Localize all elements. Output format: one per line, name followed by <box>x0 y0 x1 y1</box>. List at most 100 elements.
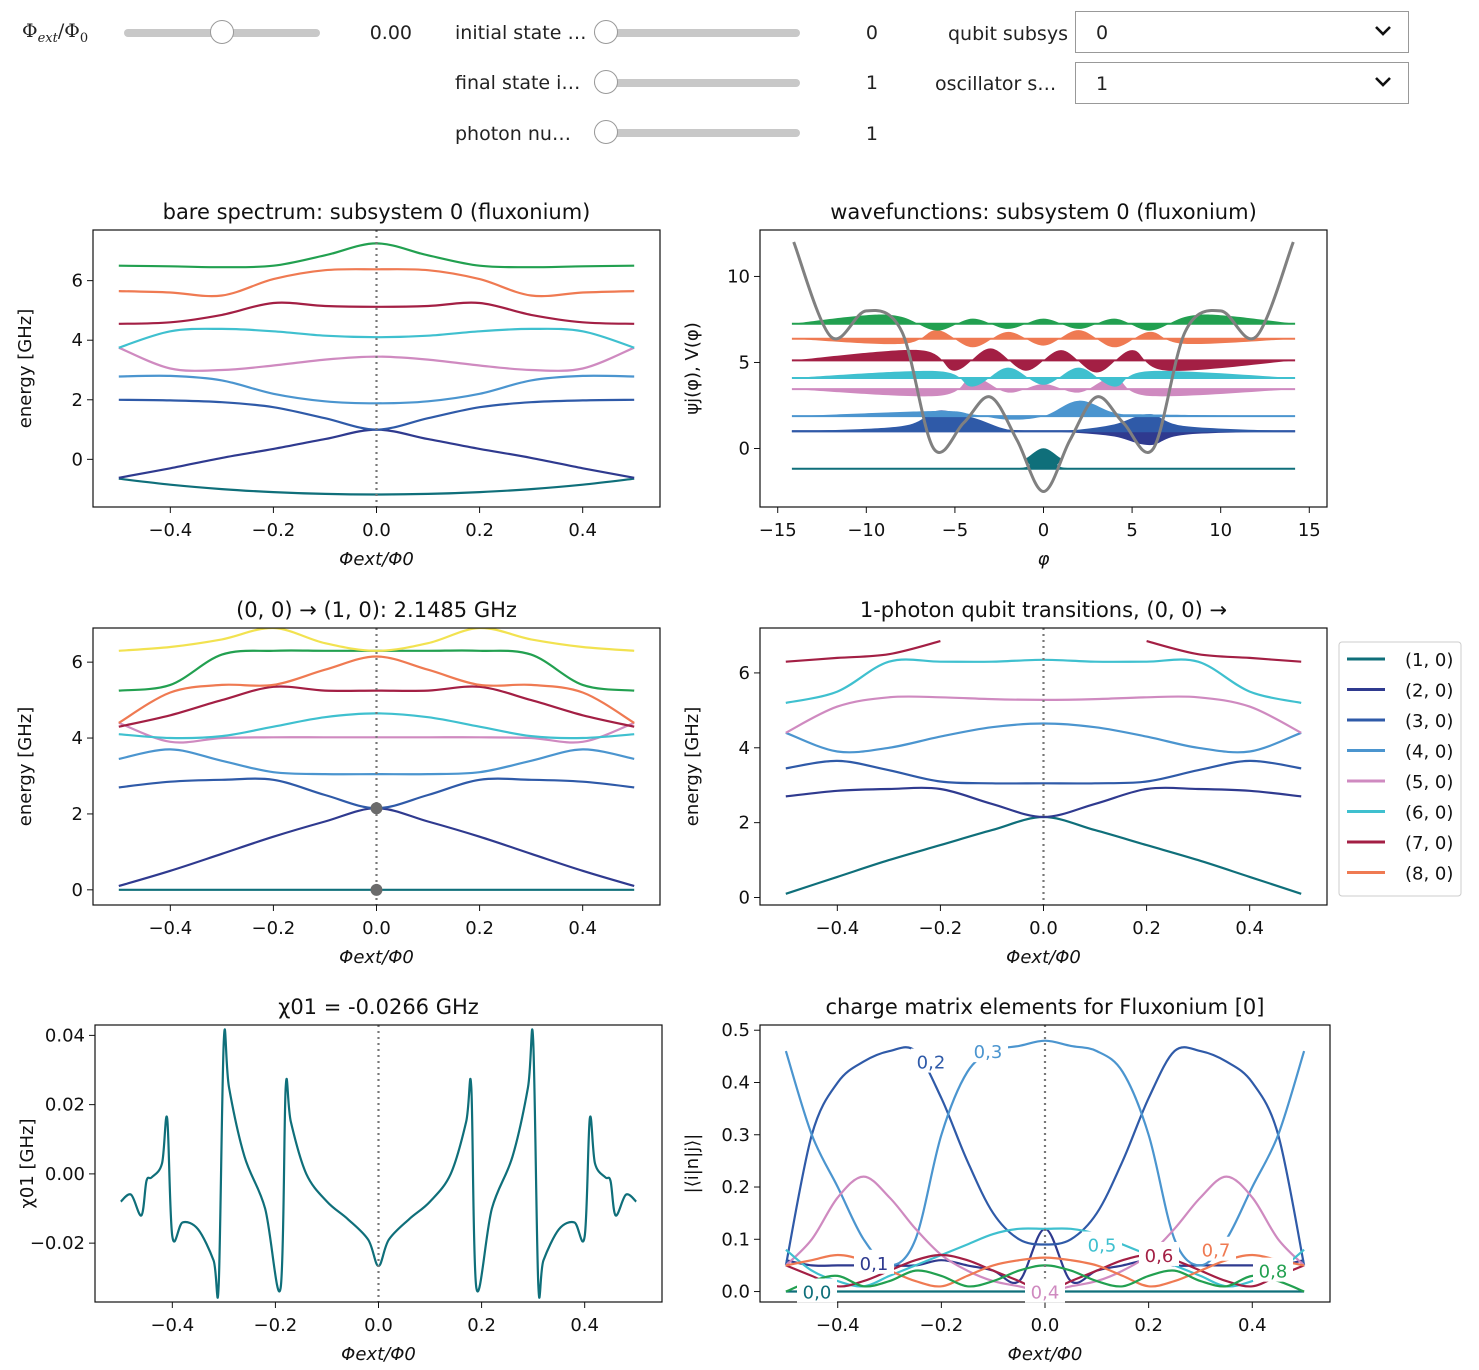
plot-area <box>785 628 1302 905</box>
series-line-0 <box>118 477 635 496</box>
series-line-(7, 0) <box>1146 640 1302 663</box>
x-tick-label: 0 <box>1038 520 1049 541</box>
chart-panel-4: −0.4 −0.2 0.0 0.2 0.4 0 2 4 6 1-photon qubit tran… <box>682 598 1328 968</box>
y-tick-label: 4 <box>739 738 750 759</box>
x-axis-label: Φext/Φ0 <box>341 1344 416 1365</box>
matrix-label-text: 0,6 <box>1145 1246 1174 1267</box>
matrix-label-text: 0,8 <box>1259 1262 1288 1283</box>
y-axis-label: χ01 [GHz] <box>17 1119 38 1209</box>
initial-state-slider[interactable] <box>594 18 800 48</box>
initial-state-thumb[interactable] <box>594 20 618 44</box>
matrix-label-text: 0,1 <box>860 1254 889 1275</box>
chart-title: charge matrix elements for Fluxonium [0] <box>826 995 1265 1019</box>
y-tick-label: 0.2 <box>721 1177 750 1198</box>
y-tick-label: 0.00 <box>45 1164 85 1185</box>
legend-label: (5, 0) <box>1405 772 1453 793</box>
x-tick-label: −0.4 <box>815 918 859 939</box>
matrix-label-text: 0,3 <box>974 1042 1003 1063</box>
legend-label: (1, 0) <box>1405 650 1453 671</box>
wavefunction-fill-ψ0 <box>791 448 1296 470</box>
matrix-element-label: 0,4 <box>1025 1278 1065 1304</box>
x-tick-label: 10 <box>1209 520 1232 541</box>
label-background <box>968 1038 1008 1063</box>
x-tick-label: 0.2 <box>1132 918 1161 939</box>
oscillator-subsys-value: 1 <box>1096 73 1109 95</box>
y-tick-label: 0 <box>739 888 750 909</box>
final-state-slider[interactable] <box>594 68 800 98</box>
x-tick-label: −10 <box>847 520 885 541</box>
x-tick-label: 0.0 <box>364 1315 393 1336</box>
chart-panel-2: −15 −10 −5 0 5 10 15 0 5 10 wavefunctions: subsyst… <box>682 200 1328 570</box>
chart-title: χ01 = -0.0266 GHz <box>278 995 479 1019</box>
chevron-down-icon <box>1375 77 1391 87</box>
qubit-subsys-label: qubit subsys <box>948 23 1068 45</box>
matrix-label-text: 0,5 <box>1088 1236 1117 1257</box>
x-tick-label: 0.0 <box>1031 1315 1060 1336</box>
series-line-7 <box>118 268 635 298</box>
series-line-0,2 <box>784 1046 1306 1266</box>
matrix-element-label: 0,7 <box>1196 1236 1236 1262</box>
chart-title: (0, 0) → (1, 0): 2.1485 GHz <box>236 598 517 622</box>
matrix-element-label: 0,0 <box>797 1278 837 1304</box>
initial-state-value: 0 <box>865 22 878 44</box>
legend-label: (4, 0) <box>1405 742 1453 763</box>
x-tick-label: 15 <box>1298 520 1321 541</box>
wavefunction-fill-ψ7 <box>791 330 1296 348</box>
legend: (1, 0) (2, 0) (3, 0) (4, 0) (5, 0) (6, 0) (7, … <box>1338 641 1462 897</box>
x-axis-label: Φext/Φ0 <box>1006 947 1081 968</box>
y-axis-label: energy [GHz] <box>15 309 36 428</box>
label-background <box>1196 1236 1236 1261</box>
matrix-label-text: 0,0 <box>803 1283 832 1304</box>
transition-point <box>370 883 383 896</box>
y-tick-label: 6 <box>72 652 83 673</box>
final-state-track[interactable] <box>594 79 800 87</box>
y-tick-label: 0.4 <box>721 1072 750 1093</box>
flux-slider[interactable] <box>124 18 320 48</box>
x-tick-label: −0.4 <box>150 1315 194 1336</box>
chevron-down-icon <box>1375 26 1391 36</box>
wavefunction-fill-ψ3 <box>791 400 1296 420</box>
oscillator-subsys-dropdown[interactable]: 1 <box>1075 62 1409 104</box>
x-tick-label: −0.2 <box>920 1315 964 1336</box>
wavefunction-fill-ψ8 <box>791 314 1296 331</box>
plot-area <box>118 230 635 507</box>
matrix-element-label: 0,3 <box>968 1038 1008 1063</box>
series-line-7 <box>118 655 635 724</box>
y-tick-label: 2 <box>72 390 83 411</box>
matrix-label-text: 0,2 <box>917 1053 946 1074</box>
photon-number-slider[interactable] <box>594 118 800 148</box>
x-tick-label: −0.4 <box>148 918 192 939</box>
y-tick-label: 2 <box>72 804 83 825</box>
x-tick-label: 0.4 <box>568 520 597 541</box>
series-line-(5, 0) <box>785 695 1302 734</box>
y-tick-label: 4 <box>72 330 83 351</box>
x-tick-label: −0.2 <box>254 1315 298 1336</box>
series-line-0,5 <box>785 1227 1305 1288</box>
wavefunction-fill-ψ5 <box>791 367 1296 387</box>
oscillator-subsys-label: oscillator s… <box>935 73 1057 95</box>
matrix-label-text: 0,4 <box>1031 1283 1060 1304</box>
photon-number-track[interactable] <box>594 129 800 137</box>
chart-panel-5: −0.4 −0.2 0.0 0.2 0.4 −0.02 0.00 0.02 0.04 χ01 = … <box>17 995 663 1365</box>
x-tick-label: 0.4 <box>570 1315 599 1336</box>
qubit-subsys-dropdown[interactable]: 0 <box>1075 11 1409 53</box>
y-tick-label: 0 <box>72 449 83 470</box>
chart-panel-3: −0.4 −0.2 0.0 0.2 0.4 0 2 4 6 (0, 0) → (1, 0): 2.… <box>15 598 661 968</box>
flux-slider-thumb[interactable] <box>210 20 234 44</box>
y-tick-label: 0 <box>739 439 750 460</box>
legend-label: (8, 0) <box>1405 864 1453 885</box>
final-state-thumb[interactable] <box>594 70 618 94</box>
y-tick-label: 0.1 <box>721 1229 750 1250</box>
y-tick-label: 6 <box>72 271 83 292</box>
y-tick-label: 0.0 <box>721 1282 750 1303</box>
initial-state-track[interactable] <box>594 29 800 37</box>
series-line-(7, 0) <box>785 640 941 663</box>
x-tick-label: 0.2 <box>465 918 494 939</box>
final-state-label: final state i… <box>455 72 581 94</box>
y-tick-label: 0.5 <box>721 1020 750 1041</box>
chart-panel-1: −0.4 −0.2 0.0 0.2 0.4 0 2 4 6 bare spectrum: subs… <box>15 200 661 570</box>
y-tick-label: 0.04 <box>45 1025 85 1046</box>
photon-number-thumb[interactable] <box>594 120 618 144</box>
label-background <box>1253 1257 1293 1282</box>
x-axis-label: Φext/Φ0 <box>339 549 414 570</box>
